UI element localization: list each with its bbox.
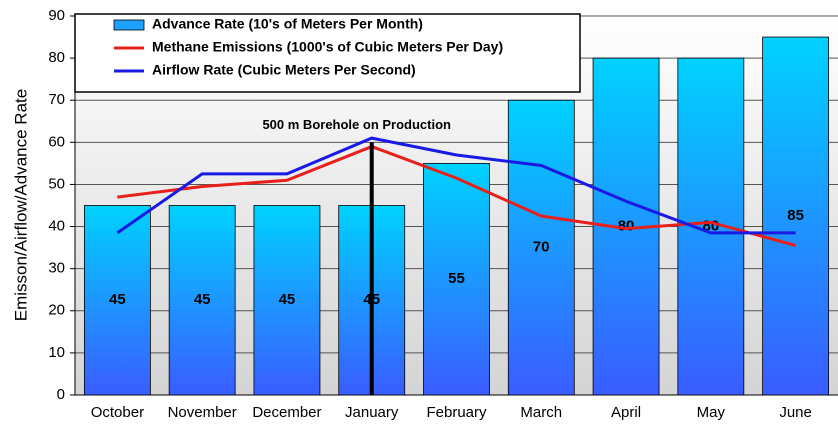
legend-label: Airflow Rate (Cubic Meters Per Second): [152, 62, 416, 78]
y-tick-label: 90: [48, 7, 65, 24]
line: [116, 136, 796, 235]
y-tick-label: 50: [48, 175, 65, 192]
bar: [507, 99, 575, 396]
x-tick-label: January: [345, 404, 399, 421]
y-tick-label: 40: [48, 218, 65, 235]
value-label: 45: [279, 291, 296, 308]
bar: [83, 205, 151, 396]
value-label: 85: [787, 207, 804, 224]
y-tick-label: 60: [48, 133, 65, 150]
x-tick-label: June: [779, 404, 812, 421]
y-tick-label: 0: [57, 386, 65, 403]
x-tick-label: March: [520, 404, 562, 421]
bar: [423, 162, 490, 396]
bar: [762, 36, 830, 396]
annotation: 500 m Borehole on Production: [262, 117, 451, 132]
y-tick-label: 70: [48, 91, 65, 108]
value-label: 45: [194, 291, 211, 308]
x-tick-label: February: [426, 404, 487, 421]
value-label: 80: [618, 218, 635, 235]
legend-label: Methane Emissions (1000's of Cubic Meter…: [152, 39, 503, 55]
value-label: 55: [448, 270, 465, 287]
x-tick-label: May: [697, 404, 726, 421]
x-tick-label: April: [611, 404, 641, 421]
x-tick-label: December: [252, 404, 321, 421]
legend-box: [74, 13, 581, 93]
bar: [253, 205, 321, 396]
legend-label: Advance Rate (10's of Meters Per Month): [152, 16, 423, 32]
x-tick-label: October: [91, 404, 144, 421]
y-tick-label: 20: [48, 302, 65, 319]
y-tick-label: 10: [48, 344, 65, 361]
x-tick-label: November: [168, 404, 237, 421]
value-label: 45: [109, 291, 126, 308]
bar: [168, 205, 236, 396]
bar: [677, 57, 745, 396]
y-tick-label: 80: [48, 49, 65, 66]
value-label: 70: [533, 239, 550, 256]
y-tick-label: 30: [48, 260, 65, 277]
line: [117, 144, 797, 247]
legend-swatch: [113, 19, 145, 31]
y-axis-label: Emisson/Airflow/Advance Rate: [11, 89, 30, 321]
